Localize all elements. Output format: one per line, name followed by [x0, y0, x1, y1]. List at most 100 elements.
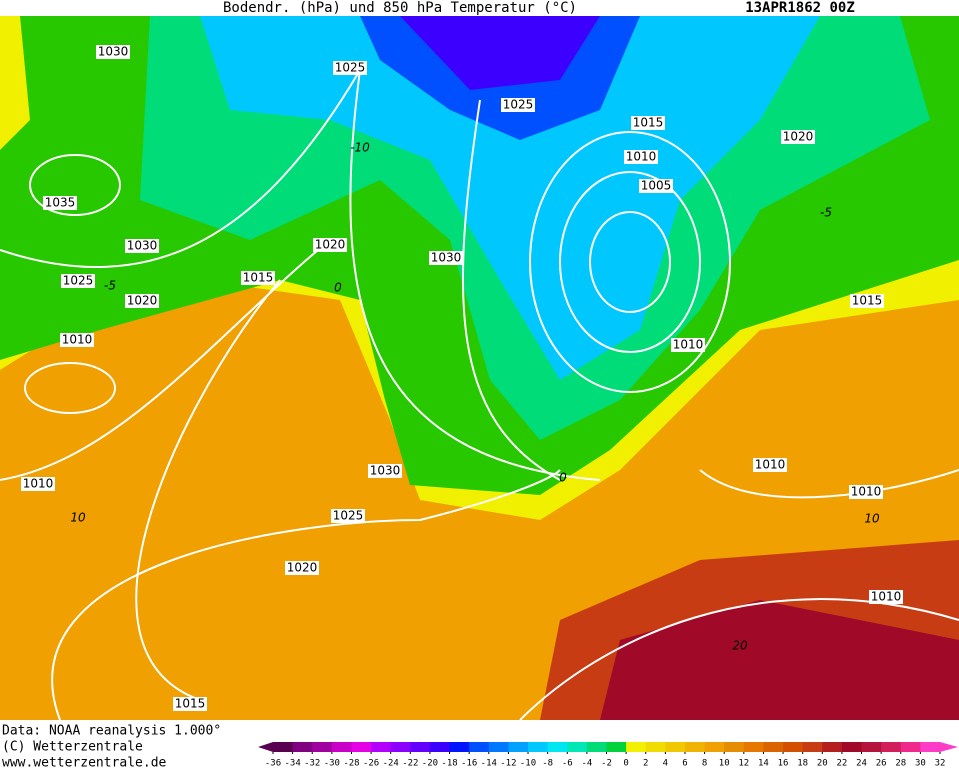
isobar-label: 1010	[755, 458, 786, 472]
colorbar-label: 24	[856, 759, 867, 769]
isobars	[0, 69, 959, 721]
colorbar-swatch	[508, 742, 529, 752]
temperature-label: 10	[70, 511, 86, 525]
isobar-label-box	[849, 485, 883, 499]
isobar-label: 1005	[641, 179, 672, 193]
isobar-label: 1030	[127, 239, 158, 253]
isobar-label: 1020	[287, 561, 318, 575]
isobar-label-box	[313, 238, 347, 252]
colorbar-label: -20	[422, 759, 438, 769]
title: Bodendr. (hPa) und 850 hPa Temperatur (°…	[223, 0, 577, 16]
colorbar-label: -10	[520, 759, 536, 769]
colorbar-arrow-left	[258, 742, 273, 752]
colorbar-label: 16	[778, 759, 789, 769]
footer-text: (C) Wetterzentrale	[2, 740, 143, 755]
isobar-label: 1010	[626, 150, 657, 164]
colorbar-label: 32	[935, 759, 946, 769]
map	[0, 16, 959, 721]
colorbar-swatch	[684, 742, 706, 752]
colorbar-label: 4	[663, 759, 668, 769]
colorbar-label: 12	[738, 759, 749, 769]
isobar-label: 1010	[851, 485, 882, 499]
isobar-label: 1010	[673, 338, 704, 352]
colorbar-swatch	[528, 742, 549, 752]
colorbar-swatch	[567, 742, 588, 752]
isobar-label-box	[368, 464, 402, 478]
isobar-label: 1025	[503, 98, 534, 112]
colorbar-label: -4	[581, 759, 592, 769]
isobar-label-box	[96, 45, 130, 59]
isobar-label: 1015	[243, 271, 274, 285]
colorbar-swatch	[351, 742, 372, 752]
colorbar-swatch	[822, 742, 843, 752]
colorbar-swatch	[390, 742, 411, 752]
isobar-label-box	[781, 130, 815, 144]
colorbar-swatch	[920, 742, 941, 752]
colorbar-swatch	[469, 742, 490, 752]
colorbar-label: -24	[383, 759, 399, 769]
colorbar-label: -32	[304, 759, 320, 769]
isobar-label: 1025	[335, 61, 366, 75]
colorbar-label: -14	[481, 759, 497, 769]
colorbar-label: 14	[758, 759, 769, 769]
colorbar-swatch	[724, 742, 745, 752]
colorbar-label: 26	[876, 759, 887, 769]
temperature-label: 20	[732, 639, 748, 653]
isobar-label-box	[241, 271, 275, 285]
west-yellow	[0, 16, 30, 150]
colorbar-label: 20	[817, 759, 828, 769]
isobar-label: 1015	[633, 116, 664, 130]
isobar-label-box	[285, 561, 319, 575]
colorbar-swatch	[410, 742, 431, 752]
colorbar-label: -22	[402, 759, 418, 769]
colorbar-label: -2	[601, 759, 612, 769]
isobar-label: 1035	[45, 196, 76, 210]
isobar-label: 1025	[333, 509, 364, 523]
colorbar-swatch	[292, 742, 313, 752]
date: 13APR1862 00Z	[745, 0, 855, 16]
colorbar-swatch	[645, 742, 666, 752]
isobar-label: 1030	[370, 464, 401, 478]
isobar-label-box	[671, 338, 705, 352]
isobar-label: 1020	[127, 294, 158, 308]
isobar-label-box	[61, 274, 95, 288]
colorbar-label: -8	[542, 759, 553, 769]
colorbar-swatch	[665, 742, 686, 752]
isobar-label-box	[639, 179, 673, 193]
colorbar-label: 18	[797, 759, 808, 769]
footer-text: www.wetterzentrale.de	[2, 756, 167, 770]
colorbar-swatch	[881, 742, 902, 752]
colorbar-arrow-right	[940, 742, 958, 752]
isobar-label: 1015	[175, 697, 206, 711]
temperature-label: -5	[104, 279, 116, 293]
colorbar-swatch	[488, 742, 509, 752]
colorbar-swatch	[704, 742, 725, 752]
colorbar-swatch	[371, 742, 392, 752]
isobar-label-box	[753, 458, 787, 472]
colorbar-label: 6	[682, 759, 687, 769]
isobar-label-box	[850, 294, 884, 308]
isobar-label-box	[631, 116, 665, 130]
colorbar-swatch	[312, 742, 333, 752]
isobar-label: 1020	[315, 238, 346, 252]
colorbar-label: -34	[284, 759, 300, 769]
colorbar-label: 22	[836, 759, 847, 769]
isobar-label: 1020	[783, 130, 814, 144]
isobar-label-box	[501, 98, 535, 112]
colorbar-label: -36	[265, 759, 281, 769]
colorbar-swatch	[743, 742, 764, 752]
isobar-label: 1025	[63, 274, 94, 288]
colorbar-swatch	[449, 742, 470, 752]
colorbar-label: 0	[623, 759, 628, 769]
colorbar-label: -18	[441, 759, 457, 769]
colorbar-label: 10	[719, 759, 730, 769]
colorbar-label: -30	[324, 759, 340, 769]
colorbar-label: -28	[343, 759, 359, 769]
hot-region	[600, 600, 959, 720]
isobar-label-box	[125, 239, 159, 253]
colorbar-label: 2	[643, 759, 648, 769]
colorbar-label: 28	[895, 759, 906, 769]
colorbar-label: 8	[702, 759, 707, 769]
colorbar-swatch	[547, 742, 568, 752]
isobar-label: 1010	[23, 477, 54, 491]
